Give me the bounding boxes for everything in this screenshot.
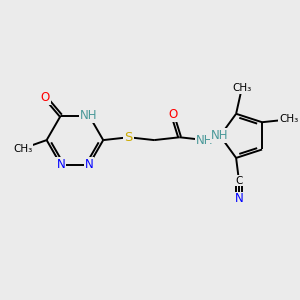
Text: N: N <box>235 192 243 206</box>
Text: N: N <box>85 158 94 171</box>
Text: NH: NH <box>80 109 98 122</box>
Text: CH₃: CH₃ <box>279 114 298 124</box>
Text: O: O <box>40 91 50 104</box>
Text: S: S <box>124 131 133 144</box>
Text: CH₃: CH₃ <box>232 83 251 93</box>
Text: CH₃: CH₃ <box>13 144 32 154</box>
Text: NH: NH <box>196 134 214 147</box>
Text: NH: NH <box>211 129 229 142</box>
Text: N: N <box>56 158 65 171</box>
Text: C: C <box>235 176 243 186</box>
Text: O: O <box>168 108 177 121</box>
